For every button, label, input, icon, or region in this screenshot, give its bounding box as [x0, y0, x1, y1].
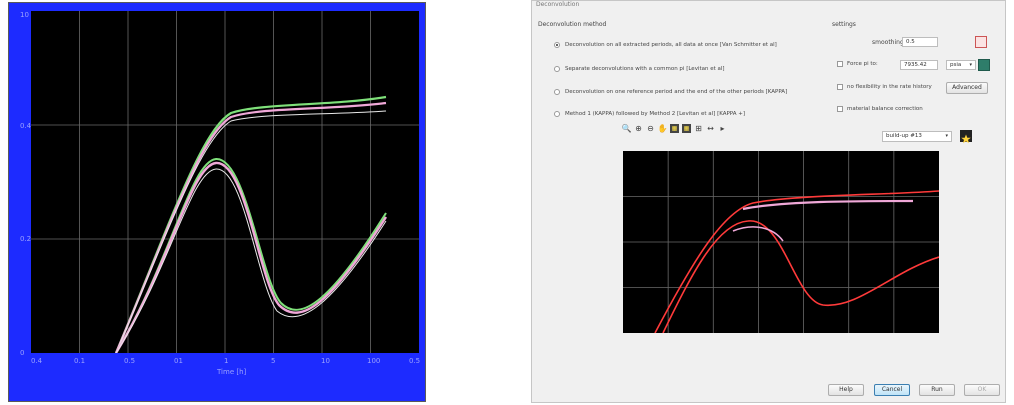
star-icon[interactable] — [960, 130, 972, 144]
left-plot-frame: 10 0.4 0.2 0 0.4 0.1 0.5 01 1 5 10 100 0… — [8, 2, 426, 402]
zoom-out-icon[interactable]: ⊖ — [647, 124, 654, 133]
help-button[interactable]: Help — [828, 384, 864, 396]
grid-alt-icon[interactable]: ▦ — [682, 124, 691, 133]
left-x-tick: 0.5 — [124, 357, 135, 365]
method-radio-1[interactable]: Deconvolution on all extracted periods, … — [554, 39, 777, 51]
left-plot-svg — [31, 11, 419, 353]
left-x-axis-label: Time [h] — [216, 368, 247, 376]
grid-icon[interactable]: ▦ — [670, 124, 679, 133]
series-line — [115, 110, 387, 353]
force-pi-field[interactable]: 7935.42 — [900, 60, 938, 70]
deconv-line — [732, 226, 784, 242]
buildup-value: build-up #13 — [886, 133, 922, 139]
radio-icon[interactable] — [554, 66, 560, 72]
zoom-in-icon[interactable]: 🔍 — [621, 124, 632, 133]
left-x-tick: 100 — [367, 357, 380, 365]
layout-icon[interactable]: ⊞ — [695, 124, 702, 133]
deconv-line — [662, 220, 939, 333]
buildup-dropdown[interactable]: build-up #13 ▾ — [882, 131, 952, 142]
left-x-tick: 0.4 — [31, 357, 43, 365]
left-x-tick: 0.5 — [409, 357, 420, 365]
left-y-tick: 0.4 — [20, 122, 32, 130]
checkbox-icon[interactable] — [837, 84, 843, 90]
left-plot-area[interactable] — [31, 11, 419, 353]
pan-hand-icon[interactable]: ✋ — [657, 124, 668, 133]
left-y-tick: 0.2 — [20, 235, 31, 243]
material-balance-label: material balance correction — [847, 106, 923, 112]
radio-icon[interactable] — [554, 111, 560, 117]
method-radio-3[interactable]: Deconvolution on one reference period an… — [554, 86, 787, 98]
method-radio-label: Separate deconvolutions with a common pi… — [565, 66, 725, 72]
method-radio-2[interactable]: Separate deconvolutions with a common pi… — [554, 63, 725, 75]
checkbox-icon[interactable] — [837, 61, 843, 67]
chevron-down-icon: ▾ — [945, 133, 948, 139]
plot-toolbar: 🔍 ⊕ ⊖ ✋ ▦ ▦ ⊞ ↔ ▸ — [622, 124, 727, 133]
radio-icon[interactable] — [554, 42, 560, 48]
left-x-tick: 1 — [224, 357, 228, 365]
series-line — [114, 161, 388, 353]
no-flex-label: no flexibility in the rate history — [847, 84, 932, 90]
unit-dropdown[interactable]: psia ▾ — [946, 60, 976, 70]
zoom-select-icon[interactable]: ⊕ — [635, 124, 642, 133]
left-x-tick: 01 — [174, 357, 183, 365]
deconvolution-dialog: Deconvolution Deconvolution method setti… — [531, 0, 1006, 403]
run-button[interactable]: Run — [919, 384, 955, 396]
unit-value: psia — [950, 62, 962, 68]
left-y-tick: 10 — [20, 11, 29, 19]
material-balance-checkbox[interactable]: material balance correction — [837, 106, 923, 112]
method-radio-label: Deconvolution on one reference period an… — [565, 89, 788, 95]
smoothing-label: smoothing: — [872, 39, 906, 46]
deconv-line — [742, 199, 914, 211]
unit-settings-icon[interactable] — [978, 59, 990, 71]
chevron-down-icon: ▾ — [969, 62, 972, 68]
left-x-tick: 0.1 — [74, 357, 85, 365]
method-radio-4[interactable]: Method 1 (KAPPA) followed by Method 2 [L… — [554, 108, 745, 120]
deconvolution-plot[interactable] — [623, 151, 939, 333]
force-pi-label: Force pi to: — [847, 61, 878, 67]
next-icon[interactable]: ▸ — [720, 124, 725, 133]
dialog-title: Deconvolution — [536, 1, 580, 8]
fit-icon[interactable]: ↔ — [707, 124, 714, 133]
left-x-tick: 5 — [271, 357, 275, 365]
deconvolution-plot-svg — [623, 151, 939, 333]
ok-button[interactable]: OK — [964, 384, 1000, 396]
series-line — [115, 168, 387, 353]
method-section-label: Deconvolution method — [538, 21, 607, 28]
series-line — [114, 101, 387, 353]
method-radio-label: Deconvolution on all extracted periods, … — [565, 42, 777, 48]
smoothing-field[interactable]: 0.5 — [902, 37, 938, 47]
advanced-button[interactable]: Advanced — [946, 82, 988, 94]
checkbox-icon[interactable] — [837, 106, 843, 112]
no-flex-checkbox[interactable]: no flexibility in the rate history — [837, 84, 932, 90]
deconv-line — [654, 190, 939, 333]
left-x-tick: 10 — [321, 357, 330, 365]
left-y-tick: 0 — [20, 349, 24, 357]
force-pi-checkbox[interactable]: Force pi to: — [837, 61, 878, 67]
radio-icon[interactable] — [554, 89, 560, 95]
cancel-button[interactable]: Cancel — [874, 384, 910, 396]
settings-section-label: settings — [832, 21, 856, 28]
method-radio-label: Method 1 (KAPPA) followed by Method 2 [L… — [565, 111, 746, 117]
pin-icon[interactable] — [975, 36, 987, 48]
